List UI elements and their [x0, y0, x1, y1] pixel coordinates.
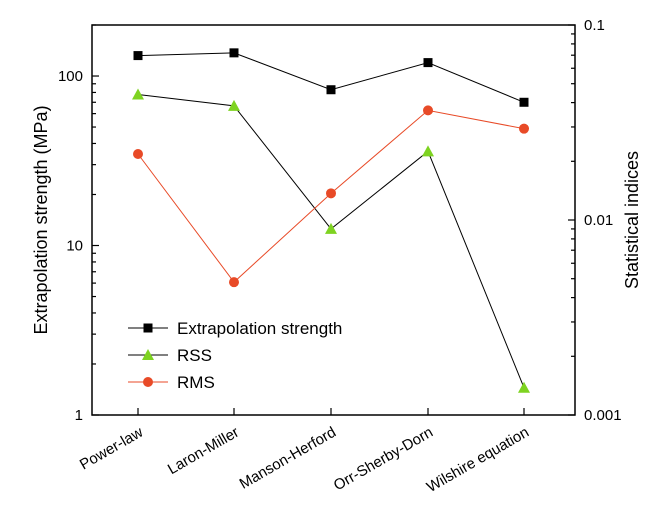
y-right-axis-title: Statistical indices — [622, 151, 642, 289]
x-tick-label-manson-herford: Manson-Herford — [237, 424, 339, 493]
series-line-extrapolation-strength — [137, 52, 525, 103]
left-tick-label: 100 — [58, 68, 83, 85]
legend: Extrapolation strength RSS RMS — [128, 319, 342, 392]
y-left-axis-title: Extrapolation strength (MPa) — [31, 105, 51, 334]
legend-label-rss: RSS — [177, 346, 212, 365]
right-tick-label: 0.001 — [584, 407, 622, 424]
x-tick-label-power-law: Power-law — [77, 424, 146, 474]
legend-marker-rss — [142, 349, 154, 360]
data-point-extrapolation-strength — [326, 85, 336, 95]
legend-label-rms: RMS — [177, 373, 215, 392]
data-point-rms — [519, 123, 529, 134]
right-tick-label: 0.01 — [584, 212, 613, 229]
data-point-extrapolation-strength — [519, 97, 529, 107]
left-tick-label: 10 — [66, 238, 83, 255]
series-layer — [132, 48, 530, 393]
right-tick-label: 0.1 — [584, 17, 605, 34]
data-point-rss — [518, 381, 530, 393]
data-point-rss — [325, 222, 337, 234]
x-tick-label-wilshire-equation: Wilshire equation — [424, 424, 532, 496]
data-point-rms — [229, 277, 239, 288]
data-point-rms — [423, 105, 433, 116]
data-point-extrapolation-strength — [229, 48, 239, 58]
left-tick-label: 1 — [75, 407, 83, 424]
data-point-extrapolation-strength — [133, 51, 143, 61]
x-tick-label-orr-sherby-dorn: Orr-Sherby-Dorn — [331, 424, 436, 495]
data-point-rss — [422, 145, 434, 157]
series-line-rss — [137, 94, 525, 388]
right-axis-ticks: 0.001 0.01 0.1 — [568, 17, 622, 424]
data-point-rms — [133, 149, 143, 160]
x-tick-label-laron-miller: Laron-Miller — [165, 424, 242, 478]
legend-label-extrapolation-strength: Extrapolation strength — [177, 319, 342, 338]
x-axis-ticks: Power-law Laron-MillerManson-HerfordOrr-S… — [77, 408, 532, 496]
left-axis-ticks: 1 10 100 — [58, 24, 99, 424]
data-point-rms — [326, 188, 336, 199]
legend-marker-rms — [143, 377, 153, 387]
data-point-extrapolation-strength — [423, 58, 433, 68]
data-point-rss — [228, 99, 240, 111]
legend-marker-extrapolation-strength — [143, 323, 153, 333]
plot-frame — [91, 24, 576, 416]
data-point-rss — [132, 88, 144, 100]
